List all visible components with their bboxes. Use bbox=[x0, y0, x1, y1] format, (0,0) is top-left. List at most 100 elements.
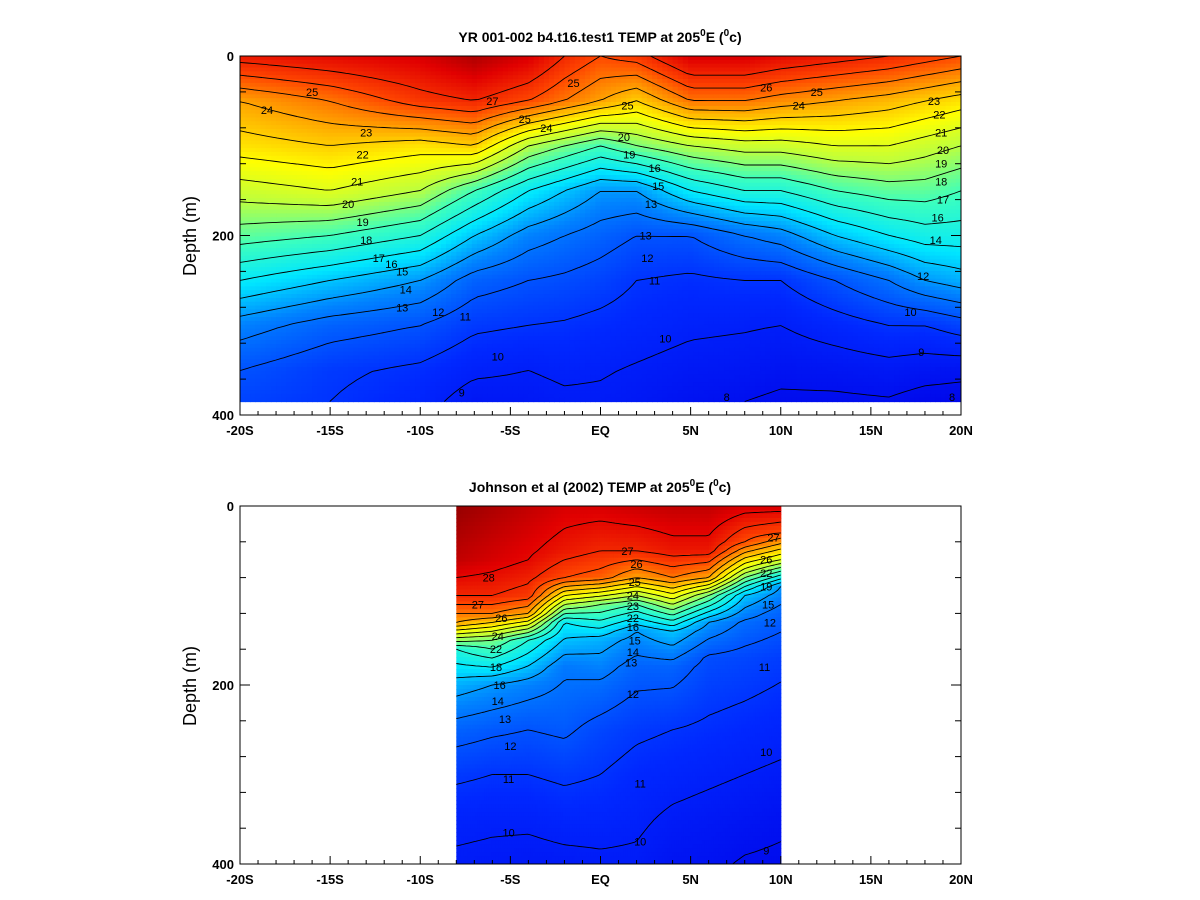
temperature-cell bbox=[626, 151, 632, 157]
temperature-cell bbox=[930, 75, 936, 80]
temperature-cell bbox=[667, 159, 674, 165]
temperature-cell bbox=[888, 136, 895, 142]
temperature-cell bbox=[456, 94, 463, 99]
temperature-cell bbox=[806, 167, 813, 172]
temperature-cell bbox=[512, 155, 519, 161]
temperature-cell bbox=[579, 90, 586, 95]
temperature-cell bbox=[749, 109, 756, 115]
temperature-cell bbox=[358, 132, 365, 138]
temperature-cell bbox=[930, 56, 936, 61]
temperature-cell bbox=[353, 98, 360, 103]
temperature-cell bbox=[502, 144, 509, 149]
temperature-cell bbox=[306, 167, 313, 172]
temperature-cell bbox=[291, 125, 298, 130]
temperature-cell bbox=[827, 90, 833, 95]
temperature-cell bbox=[646, 109, 653, 115]
temperature-cell bbox=[693, 105, 699, 111]
temperature-cell bbox=[296, 113, 303, 119]
temperature-cell bbox=[888, 71, 895, 76]
temperature-cell bbox=[950, 82, 957, 88]
temperature-cell bbox=[785, 59, 792, 65]
temperature-cell bbox=[528, 71, 535, 76]
temperature-cell bbox=[873, 121, 880, 126]
temperature-cell bbox=[492, 159, 499, 165]
temperature-cell bbox=[863, 98, 869, 103]
temperature-cell bbox=[806, 63, 813, 69]
temperature-cell bbox=[523, 109, 529, 115]
temperature-cell bbox=[641, 125, 648, 130]
temperature-cell bbox=[924, 140, 931, 145]
temperature-cell bbox=[883, 90, 890, 95]
temperature-cell bbox=[420, 125, 426, 130]
temperature-cell bbox=[373, 167, 380, 172]
temperature-cell bbox=[425, 79, 432, 84]
temperature-cell bbox=[878, 86, 885, 92]
temperature-cell bbox=[245, 125, 251, 130]
temperature-cell bbox=[621, 144, 627, 149]
temperature-cell bbox=[693, 82, 699, 88]
temperature-cell bbox=[955, 90, 961, 95]
temperature-cell bbox=[559, 79, 566, 84]
temperature-cell bbox=[842, 117, 849, 122]
temperature-cell bbox=[821, 90, 828, 95]
temperature-cell bbox=[724, 79, 730, 84]
temperature-cell bbox=[873, 155, 880, 161]
temperature-cell bbox=[291, 178, 298, 184]
temperature-cell bbox=[652, 190, 658, 195]
temperature-cell bbox=[652, 167, 658, 172]
temperature-cell bbox=[368, 171, 375, 176]
temperature-cell bbox=[821, 140, 828, 145]
temperature-cell bbox=[703, 186, 710, 191]
temperature-cell bbox=[250, 90, 257, 95]
temperature-cell bbox=[940, 63, 947, 69]
temperature-cell bbox=[240, 186, 246, 191]
temperature-cell bbox=[507, 167, 514, 172]
temperature-cell bbox=[595, 163, 602, 168]
temperature-cell bbox=[245, 109, 251, 115]
temperature-cell bbox=[909, 167, 916, 172]
temperature-cell bbox=[446, 178, 452, 184]
temperature-cell bbox=[379, 178, 385, 184]
temperature-cell bbox=[415, 178, 421, 184]
temperature-cell bbox=[641, 86, 648, 92]
temperature-cell bbox=[801, 94, 808, 99]
temperature-cell bbox=[487, 117, 493, 122]
temperature-cell bbox=[518, 178, 524, 184]
temperature-cell bbox=[497, 113, 504, 119]
temperature-cell bbox=[250, 94, 257, 99]
temperature-cell bbox=[574, 109, 581, 115]
temperature-cell bbox=[554, 105, 560, 111]
temperature-cell bbox=[791, 113, 797, 119]
temperature-cell bbox=[270, 140, 277, 145]
temperature-cell bbox=[894, 71, 900, 76]
temperature-cell bbox=[487, 67, 493, 72]
temperature-cell bbox=[482, 136, 488, 142]
temperature-cell bbox=[409, 86, 416, 92]
temperature-cell bbox=[471, 109, 478, 115]
temperature-cell bbox=[894, 67, 900, 72]
temperature-cell bbox=[631, 167, 638, 172]
temperature-cell bbox=[863, 155, 869, 161]
temperature-cell bbox=[883, 186, 890, 191]
temperature-cell bbox=[348, 94, 354, 99]
temperature-cell bbox=[909, 105, 916, 111]
temperature-cell bbox=[343, 140, 349, 145]
temperature-cell bbox=[590, 128, 596, 134]
temperature-cell bbox=[646, 167, 653, 172]
temperature-cell bbox=[662, 75, 669, 80]
temperature-cell bbox=[615, 86, 622, 92]
temperature-cell bbox=[868, 75, 875, 80]
temperature-cell bbox=[332, 163, 339, 168]
temperature-cell bbox=[935, 171, 941, 176]
temperature-cell bbox=[595, 59, 602, 65]
temperature-cell bbox=[899, 63, 905, 69]
temperature-cell bbox=[904, 86, 911, 92]
temperature-cell bbox=[353, 75, 360, 80]
temperature-cell bbox=[404, 140, 411, 145]
temperature-cell bbox=[440, 144, 447, 149]
temperature-cell bbox=[657, 82, 663, 88]
temperature-cell bbox=[456, 167, 463, 172]
temperature-cell bbox=[955, 79, 961, 84]
temperature-cell bbox=[512, 117, 519, 122]
temperature-cell bbox=[265, 102, 272, 107]
